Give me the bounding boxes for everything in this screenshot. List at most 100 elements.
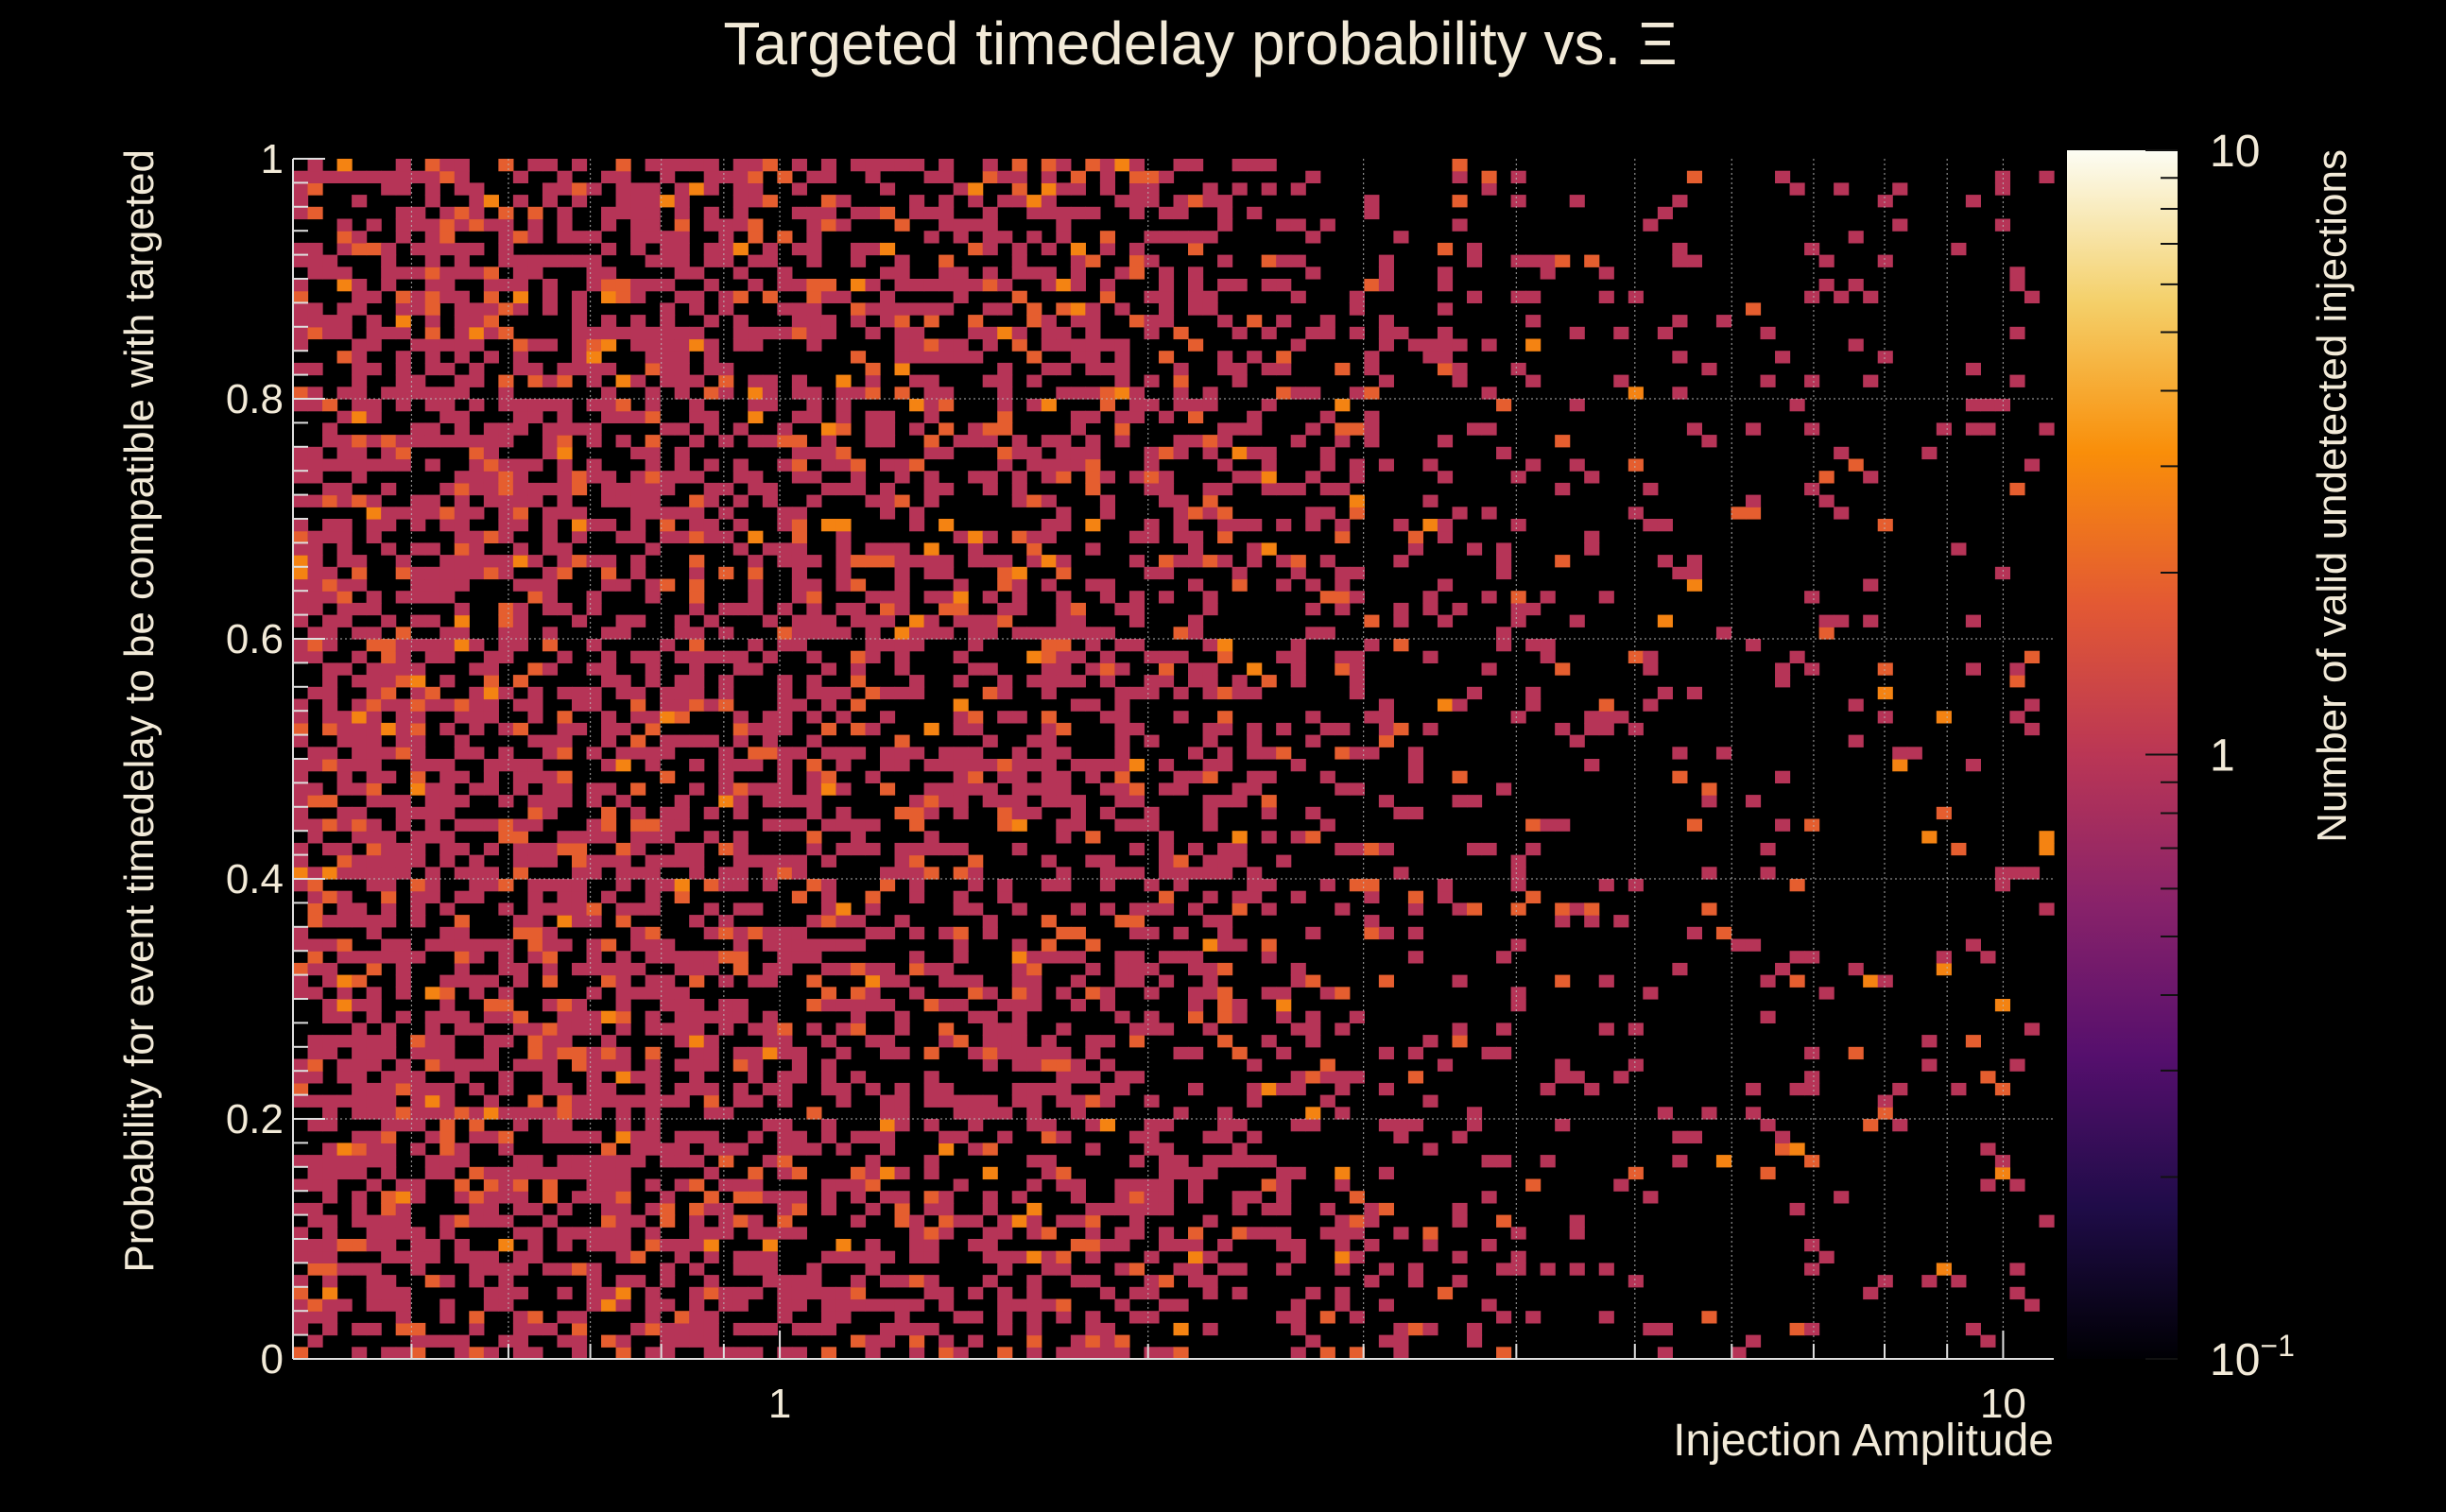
heatmap-cell bbox=[1834, 290, 1850, 303]
heatmap-cell bbox=[410, 698, 426, 712]
heatmap-cell bbox=[469, 206, 485, 220]
heatmap-cell bbox=[806, 206, 822, 220]
heatmap-cell bbox=[483, 566, 499, 580]
heatmap-cell bbox=[307, 1094, 323, 1108]
heatmap-cell bbox=[1011, 818, 1027, 832]
heatmap-cell bbox=[953, 435, 969, 448]
heatmap-cell bbox=[1085, 1046, 1101, 1060]
heatmap-cell bbox=[1128, 1130, 1145, 1143]
heatmap-cell bbox=[880, 639, 896, 652]
heatmap-cell bbox=[997, 1214, 1013, 1228]
heatmap-cell bbox=[454, 290, 470, 303]
heatmap-cell bbox=[586, 1263, 602, 1276]
heatmap-cell bbox=[498, 1071, 514, 1084]
heatmap-cell bbox=[718, 530, 734, 543]
heatmap-cell bbox=[1158, 1166, 1175, 1180]
heatmap-cell bbox=[1099, 650, 1116, 663]
heatmap-cell bbox=[1011, 566, 1027, 580]
heatmap-cell bbox=[322, 711, 338, 724]
heatmap-cell bbox=[366, 1214, 382, 1228]
heatmap-cell bbox=[645, 1130, 661, 1143]
heatmap-cell bbox=[1011, 446, 1027, 460]
heatmap-cell bbox=[439, 159, 456, 172]
heatmap-cell bbox=[732, 926, 749, 940]
heatmap-cell bbox=[571, 1311, 588, 1324]
heatmap-cell bbox=[1407, 902, 1424, 916]
heatmap-cell bbox=[939, 602, 955, 616]
heatmap-cell bbox=[366, 962, 382, 976]
heatmap-cell bbox=[601, 1035, 617, 1048]
heatmap-cell bbox=[923, 795, 939, 808]
heatmap-cell bbox=[909, 987, 925, 1000]
heatmap-cell bbox=[748, 662, 764, 676]
heatmap-cell bbox=[850, 675, 867, 688]
heatmap-cell bbox=[1173, 782, 1189, 796]
heatmap-cell bbox=[939, 1347, 955, 1360]
heatmap-cell bbox=[660, 987, 676, 1000]
heatmap-cell bbox=[352, 1191, 368, 1204]
heatmap-cell bbox=[1070, 254, 1086, 267]
heatmap-cell bbox=[1011, 170, 1027, 183]
heatmap-cell bbox=[293, 1227, 309, 1240]
heatmap-cell bbox=[1555, 915, 1571, 928]
heatmap-cell bbox=[1188, 662, 1204, 676]
heatmap-cell bbox=[718, 1227, 734, 1240]
heatmap-cell bbox=[1393, 602, 1409, 616]
heatmap-cell bbox=[1496, 1022, 1512, 1036]
heatmap-cell bbox=[601, 1178, 617, 1192]
heatmap-cell bbox=[366, 1239, 382, 1252]
heatmap-cell bbox=[1173, 1166, 1189, 1180]
heatmap-cell bbox=[968, 782, 984, 796]
heatmap-cell bbox=[1070, 602, 1086, 616]
heatmap-cell bbox=[424, 614, 440, 627]
heatmap-cell bbox=[689, 686, 705, 700]
heatmap-cell bbox=[557, 446, 573, 460]
heatmap-cell bbox=[424, 591, 440, 604]
heatmap-cell bbox=[1041, 242, 1057, 256]
heatmap-cell bbox=[615, 1202, 631, 1216]
heatmap-cell bbox=[674, 422, 690, 436]
heatmap-cell bbox=[352, 1263, 368, 1276]
y-tick-label: 0.4 bbox=[226, 856, 284, 902]
heatmap-cell bbox=[601, 555, 617, 568]
heatmap-cell bbox=[1496, 951, 1512, 964]
heatmap-cell bbox=[939, 218, 955, 232]
heatmap-cell bbox=[483, 446, 499, 460]
heatmap-cell bbox=[630, 410, 646, 423]
heatmap-cell bbox=[1056, 650, 1072, 663]
heatmap-cell bbox=[1158, 555, 1175, 568]
heatmap-cell bbox=[1188, 578, 1204, 592]
heatmap-cell bbox=[1173, 387, 1189, 400]
heatmap-cell bbox=[777, 1298, 793, 1312]
heatmap-cell bbox=[601, 1082, 617, 1096]
heatmap-cell bbox=[1114, 686, 1130, 700]
heatmap-cell bbox=[880, 1130, 896, 1143]
heatmap-cell bbox=[527, 494, 543, 507]
heatmap-cell bbox=[483, 867, 499, 880]
heatmap-cell bbox=[865, 842, 881, 856]
heatmap-cell bbox=[557, 1010, 573, 1023]
heatmap-cell bbox=[1041, 471, 1057, 484]
heatmap-cell bbox=[762, 711, 778, 724]
heatmap-cell bbox=[645, 759, 661, 772]
heatmap-cell bbox=[1056, 182, 1072, 196]
heatmap-cell bbox=[630, 555, 646, 568]
heatmap-cell bbox=[322, 1107, 338, 1120]
heatmap-cell bbox=[1041, 195, 1057, 208]
heatmap-cell bbox=[762, 1046, 778, 1060]
heatmap-cell bbox=[630, 338, 646, 352]
heatmap-cell bbox=[307, 1155, 323, 1168]
heatmap-cell bbox=[454, 711, 470, 724]
heatmap-cell bbox=[1070, 999, 1086, 1012]
heatmap-cell bbox=[748, 1178, 764, 1192]
heatmap-cell bbox=[1158, 902, 1175, 916]
heatmap-cell bbox=[894, 1275, 910, 1288]
heatmap-cell bbox=[615, 279, 631, 292]
heatmap-cell bbox=[777, 854, 793, 868]
heatmap-cell bbox=[1085, 962, 1101, 976]
heatmap-cell bbox=[982, 422, 998, 436]
heatmap-cell bbox=[1173, 879, 1189, 892]
heatmap-cell bbox=[1584, 254, 1600, 267]
heatmap-cell bbox=[336, 326, 353, 340]
heatmap-cell bbox=[2024, 867, 2041, 880]
